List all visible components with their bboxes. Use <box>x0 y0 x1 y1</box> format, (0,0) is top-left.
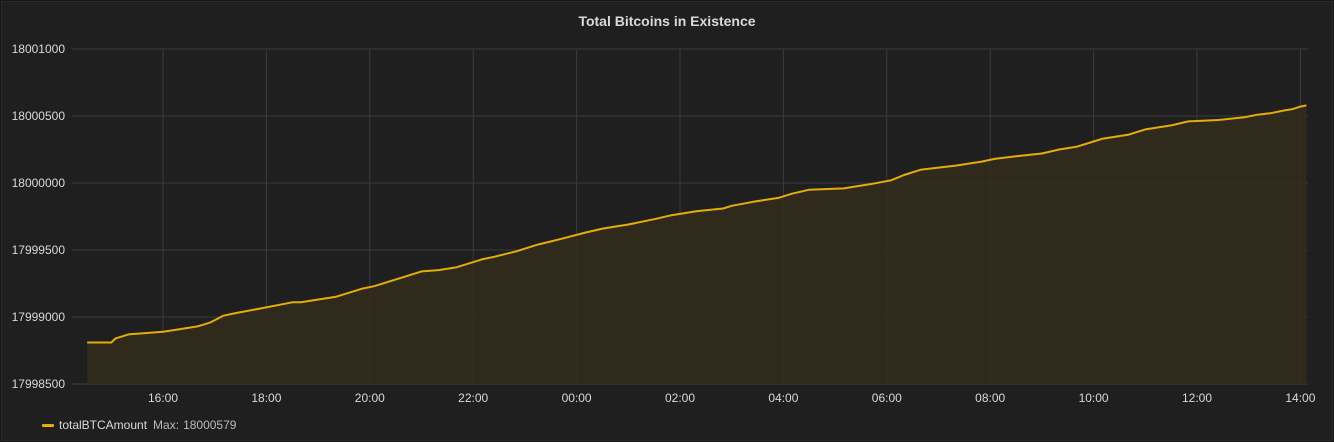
x-axis-ticks: 16:00 18:00 20:00 22:00 00:00 02:00 04:00 06:00… <box>148 391 1316 405</box>
x-tick-label: 10:00 <box>1079 391 1109 405</box>
x-tick-label: 20:00 <box>355 391 385 405</box>
x-tick-label: 08:00 <box>975 391 1005 405</box>
x-tick-label: 00:00 <box>562 391 592 405</box>
series-line <box>87 104 1307 344</box>
panel-title[interactable]: Total Bitcoins in Existence <box>578 13 756 29</box>
x-tick-label: 18:00 <box>251 391 281 405</box>
y-tick-label: 18001000 <box>12 42 66 56</box>
y-axis-ticks: 17998500 17999000 17999500 18000000 18000500… <box>12 42 66 391</box>
legend-max-value: 18000579 <box>183 418 237 432</box>
y-tick-label: 17999000 <box>12 310 66 324</box>
legend-series-swatch[interactable] <box>42 423 54 427</box>
y-tick-label: 17999500 <box>12 243 66 257</box>
series-layer <box>87 104 1307 385</box>
y-tick-label: 17998500 <box>12 377 66 391</box>
y-tick-label: 18000500 <box>12 109 66 123</box>
y-tick-label: 18000000 <box>12 176 66 190</box>
x-tick-label: 16:00 <box>148 391 178 405</box>
legend-series-name[interactable]: totalBTCAmount <box>59 418 148 432</box>
x-tick-label: 02:00 <box>665 391 695 405</box>
legend[interactable]: totalBTCAmount Max: 18000579 <box>42 418 236 432</box>
x-tick-label: 22:00 <box>458 391 488 405</box>
x-tick-label: 04:00 <box>768 391 798 405</box>
x-tick-label: 12:00 <box>1182 391 1212 405</box>
series-area-fill <box>87 105 1307 385</box>
legend-max-label: Max: <box>153 418 180 432</box>
x-tick-label: 14:00 <box>1285 391 1315 405</box>
x-tick-label: 06:00 <box>872 391 902 405</box>
